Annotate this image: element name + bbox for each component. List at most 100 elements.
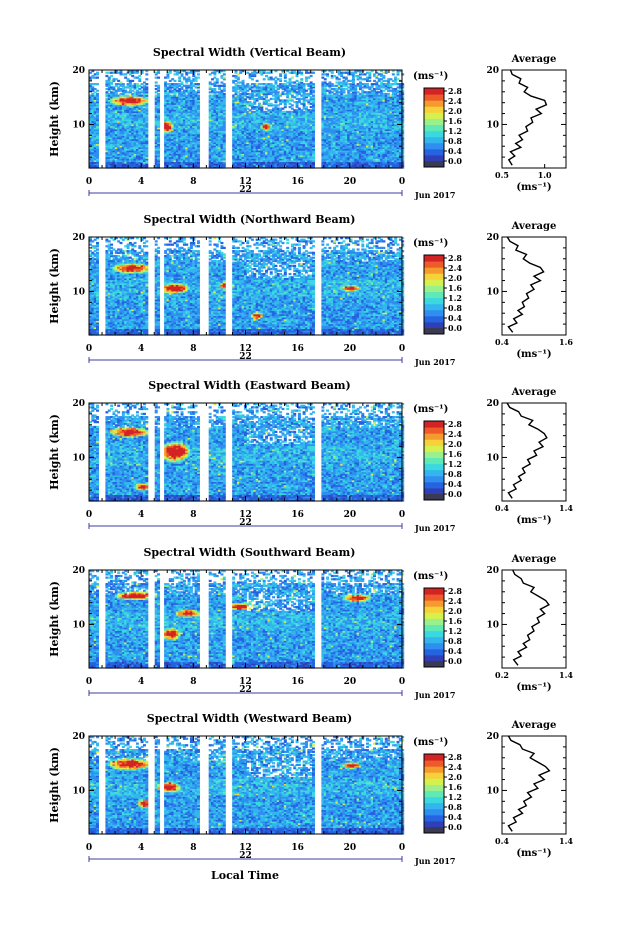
colorbar-swatch	[424, 143, 444, 150]
colorbar-swatch	[424, 316, 444, 323]
colorbar-tick-label: 2.4	[448, 429, 462, 439]
date-label: Jun 2017	[414, 357, 455, 367]
colorbar-swatch	[424, 304, 444, 311]
date-label: Jun 2017	[414, 523, 455, 533]
colorbar-swatch	[424, 637, 444, 644]
x-tick-label: 4	[138, 510, 144, 520]
colorbar-tick-label: 2.8	[448, 86, 462, 96]
colorbar-swatch	[424, 433, 444, 440]
colorbar-unit: (ms⁻¹)	[413, 404, 448, 415]
average-y-tick-label: 20	[486, 66, 499, 76]
colorbar-tick-label: 0.0	[448, 656, 462, 666]
colorbar-swatch	[424, 298, 444, 305]
average-x-tick-label: 1.4	[559, 836, 573, 846]
y-axis-label: Height (km)	[48, 414, 61, 490]
colorbar-swatch	[424, 631, 444, 638]
y-axis-label: Height (km)	[48, 747, 61, 823]
x-tick-label: 0	[86, 677, 92, 687]
colorbar-tick-label: 2.8	[448, 253, 462, 263]
colorbar-swatch	[424, 261, 444, 268]
average-frame	[502, 570, 566, 668]
colorbar-tick-label: 2.0	[448, 439, 462, 449]
colorbar-swatch	[424, 106, 444, 113]
colorbar-tick-label: 0.8	[448, 469, 462, 479]
colorbar-swatch	[424, 137, 444, 144]
panel-title: Spectral Width (Vertical Beam)	[153, 46, 346, 59]
x-tick-label: 20	[344, 677, 357, 687]
average-title: Average	[511, 554, 557, 565]
colorbar-swatch	[424, 292, 444, 299]
colorbar-swatch	[424, 760, 444, 767]
colorbar-tick-label: 0.4	[448, 646, 462, 656]
colorbar-swatch	[424, 267, 444, 274]
date-label: Jun 2017	[414, 690, 455, 700]
average-title: Average	[511, 54, 557, 65]
colorbar-swatch	[424, 445, 444, 452]
colorbar-tick-label: 1.2	[448, 626, 462, 636]
average-x-tick-label: 1.6	[559, 337, 573, 347]
average-y-tick-label: 20	[486, 566, 499, 576]
average-y-tick-label: 10	[486, 453, 499, 463]
average-profile-line	[508, 736, 549, 831]
colorbar-tick-label: 2.8	[448, 419, 462, 429]
colorbar-tick-label: 0.8	[448, 802, 462, 812]
colorbar-swatch	[424, 131, 444, 138]
colorbar-swatch	[424, 803, 444, 810]
colorbar-tick-label: 1.6	[448, 449, 462, 459]
colorbar-unit: (ms⁻¹)	[413, 737, 448, 748]
average-x-tick-label: 0.5	[495, 170, 509, 180]
colorbar-swatch	[424, 661, 444, 667]
heatmap-cells	[89, 70, 404, 169]
average-y-tick-label: 10	[486, 287, 499, 297]
colorbar-tick-label: 0.0	[448, 822, 462, 832]
colorbar-swatch	[424, 464, 444, 471]
y-tick-label: 10	[72, 120, 85, 130]
colorbar-swatch	[424, 310, 444, 317]
colorbar-swatch	[424, 322, 444, 329]
colorbar-tick-label: 2.4	[448, 762, 462, 772]
colorbar-swatch	[424, 458, 444, 465]
x-tick-label: 0	[399, 843, 405, 853]
colorbar-swatch	[424, 470, 444, 477]
colorbar-tick-label: 0.4	[448, 479, 462, 489]
average-x-tick-label: 0.4	[495, 337, 509, 347]
colorbar-tick-label: 2.4	[448, 596, 462, 606]
x-axis-label: Local Time	[211, 869, 279, 882]
x-tick-label: 16	[291, 677, 304, 687]
x-tick-label: 4	[138, 177, 144, 187]
colorbar-swatch	[424, 655, 444, 662]
colorbar-swatch	[424, 815, 444, 822]
colorbar-swatch	[424, 784, 444, 791]
heatmap-cells	[89, 736, 404, 835]
x-tick-label: 4	[138, 677, 144, 687]
colorbar-swatch	[424, 791, 444, 798]
average-title: Average	[511, 387, 557, 398]
x-tick-label: 4	[138, 344, 144, 354]
colorbar-swatch	[424, 118, 444, 125]
average-title: Average	[511, 221, 557, 232]
date-label: Jun 2017	[414, 190, 455, 200]
colorbar-swatch	[424, 328, 444, 334]
average-x-tick-label: 1.4	[559, 503, 573, 513]
average-x-unit: (ms⁻¹)	[516, 349, 551, 360]
x-tick-label: 20	[344, 843, 357, 853]
colorbar-swatch	[424, 821, 444, 828]
heatmap-cells	[89, 403, 404, 502]
x-tick-label: 0	[399, 510, 405, 520]
colorbar-tick-label: 0.4	[448, 812, 462, 822]
average-x-unit: (ms⁻¹)	[516, 682, 551, 693]
y-tick-label: 20	[72, 399, 85, 409]
colorbar-unit: (ms⁻¹)	[413, 238, 448, 249]
y-axis-label: Height (km)	[48, 81, 61, 157]
colorbar-swatch	[424, 476, 444, 483]
colorbar-swatch	[424, 155, 444, 162]
colorbar-swatch	[424, 649, 444, 656]
x-tick-label: 0	[399, 177, 405, 187]
day-label: 22	[239, 685, 252, 695]
colorbar-swatch	[424, 451, 444, 458]
colorbar-swatch	[424, 255, 444, 262]
colorbar-tick-label: 0.8	[448, 303, 462, 313]
x-tick-label: 8	[190, 510, 196, 520]
x-tick-label: 16	[291, 843, 304, 853]
